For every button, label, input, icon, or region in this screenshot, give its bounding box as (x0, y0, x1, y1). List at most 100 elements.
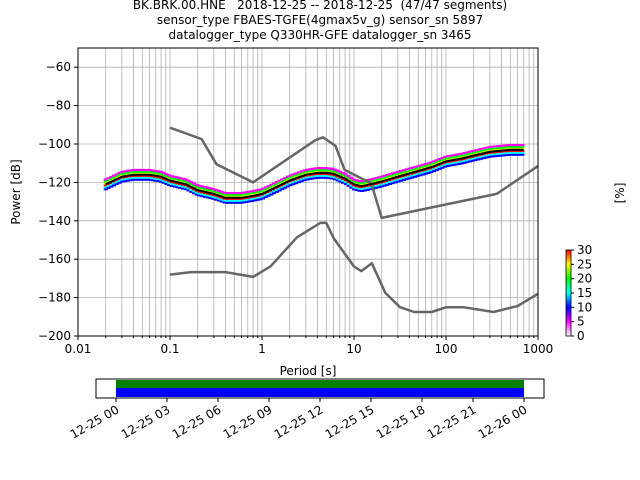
psd-density-cell (379, 175, 384, 178)
psd-density-cell (451, 159, 456, 163)
psd-density-cell (178, 182, 183, 186)
psd-density-cell (421, 171, 426, 174)
psd-density-cell (520, 151, 525, 154)
psd-density-cell (456, 158, 461, 162)
psd-density-cell (158, 178, 163, 181)
psd-density-cell (476, 154, 481, 157)
psd-density-cell (125, 177, 130, 180)
psd-density-cell (128, 175, 133, 178)
psd-density-cell (459, 154, 464, 157)
psd-density-cell (203, 191, 208, 194)
psd-density-cell (216, 199, 221, 202)
psd-density-cell (120, 172, 125, 175)
psd-density-cell (506, 146, 511, 149)
psd-density-cell (357, 189, 362, 192)
psd-density-cell (258, 194, 263, 197)
psd-density-cell (382, 176, 387, 179)
psd-density-cell (134, 178, 139, 181)
psd-density-cell (200, 187, 205, 190)
psd-density-cell (285, 185, 290, 188)
psd-density-cell (233, 201, 238, 204)
psd-density-cell (313, 175, 318, 178)
psd-density-cell (352, 184, 357, 187)
psd-density-cell (274, 188, 279, 191)
timeline-tick-label: 12-25 00 (68, 402, 122, 441)
psd-density-cell (421, 169, 426, 172)
psd-density-cell (520, 145, 525, 149)
psd-density-cell (363, 181, 368, 184)
psd-density-cell (208, 189, 213, 192)
psd-density-cell (487, 151, 492, 154)
psd-density-cell (318, 176, 323, 179)
psd-density-cell (222, 191, 227, 194)
psd-density-cell (123, 170, 128, 173)
psd-density-cell (263, 195, 268, 199)
psd-density-cell (321, 168, 326, 172)
psd-density-cell (454, 159, 459, 162)
psd-density-cell (189, 181, 194, 184)
y-tick-label: −60 (46, 60, 71, 74)
psd-density-cell (310, 177, 315, 180)
psd-density-cell (479, 147, 484, 151)
psd-density-cell (514, 143, 519, 147)
psd-density-cell (407, 169, 412, 172)
psd-density-cell (487, 146, 492, 149)
psd-density-cell (393, 181, 398, 184)
psd-density-cell (186, 187, 191, 190)
mean-psd-line (105, 148, 524, 199)
timeline-tick-label: 12-25 18 (374, 402, 428, 441)
psd-density-cell (294, 172, 299, 175)
psd-density-cell (255, 196, 260, 199)
psd-density-cell (387, 182, 392, 185)
timeline-tick-label: 12-25 12 (272, 402, 326, 441)
colorbar-tick-label: 0 (577, 329, 585, 343)
psd-density-cell (354, 181, 359, 184)
psd-density-cell (440, 156, 445, 160)
y-tick-label: −200 (38, 329, 71, 343)
psd-density-cell (247, 192, 252, 195)
psd-density-cell (335, 177, 340, 180)
psd-density-cell (443, 155, 448, 159)
psd-density-cell (252, 197, 257, 200)
psd-density-cell (484, 156, 489, 159)
psd-density-cell (492, 147, 497, 150)
psd-density-cell (454, 161, 459, 164)
psd-density-cell (512, 149, 517, 152)
psd-density-cell (327, 167, 332, 170)
psd-density-cell (379, 185, 384, 188)
timeline-tick-label: 12-25 21 (425, 402, 479, 441)
psd-density-cell (263, 186, 268, 189)
psd-density-cell (230, 201, 235, 204)
psd-density-cell (172, 183, 177, 186)
psd-density-cell (200, 194, 205, 198)
x-tick-label: 100 (435, 342, 458, 356)
psd-density-cell (401, 176, 406, 180)
psd-density-cell (432, 169, 437, 173)
psd-density-cell (404, 174, 409, 177)
psd-density-cell (291, 175, 296, 178)
psd-density-cell (153, 171, 158, 175)
y-axis: −200 −180 −160 −140 −120 −100 −80 −60 (38, 60, 78, 343)
psd-density-cell (158, 172, 163, 175)
psd-density-cell (128, 178, 133, 182)
psd-density-cell (468, 160, 473, 163)
psd-density-cell (164, 182, 169, 185)
psd-density-cell (172, 177, 177, 180)
psd-density-cell (288, 174, 293, 177)
psd-density-cell (423, 168, 428, 171)
psd-density-cell (291, 182, 296, 186)
psd-density-cell (241, 197, 246, 200)
psd-density-cell (299, 170, 304, 173)
psd-density-cell (225, 191, 230, 195)
psd-density-cell (272, 192, 277, 195)
psd-density-cell (123, 179, 128, 183)
psd-density-cell (363, 185, 368, 188)
psd-density-cell (376, 182, 381, 185)
psd-density-cell (194, 185, 199, 188)
psd-density-cell (169, 177, 174, 180)
plot-frame (77, 47, 539, 337)
psd-density-cell (501, 154, 506, 157)
colorbar-tick-label: 5 (577, 315, 585, 329)
psd-density-cell (371, 183, 376, 186)
psd-density-cell (396, 172, 401, 175)
